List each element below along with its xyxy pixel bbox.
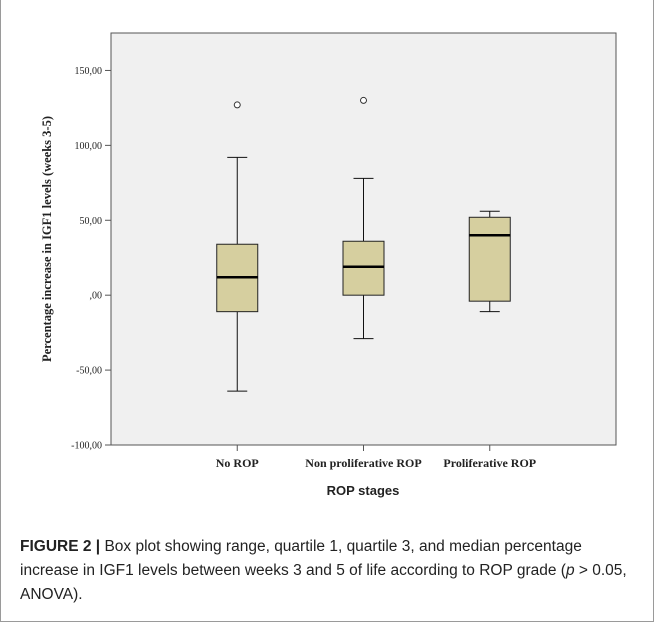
box-group <box>468 210 511 313</box>
caption-text: Box plot showing range, quartile 1, quar… <box>20 538 582 579</box>
y-axis: -100,00 -50,00 ,00 50,00 100,00 150,00 <box>71 66 111 452</box>
caption-lead: FIGURE 2 | <box>20 538 101 555</box>
caption-text-end: > 0.05, ANOVA). <box>20 562 627 603</box>
x-tick-label: No ROP <box>216 456 259 470</box>
iqr-box <box>342 240 385 296</box>
outlier-point <box>233 101 241 109</box>
box-group <box>216 101 259 392</box>
y-tick-label: ,00 <box>90 291 103 302</box>
x-tick-label: Non proliferative ROP <box>305 456 421 470</box>
y-axis-label: Percentage increase in IGF1 levels (week… <box>40 116 54 362</box>
y-tick-label: 150,00 <box>75 66 103 77</box>
outlier-point <box>360 96 367 104</box>
box-plot-chart: -100,00 -50,00 ,00 50,00 100,00 150,00 No ROP… <box>40 32 617 498</box>
iqr-box <box>468 216 511 302</box>
figure-caption: FIGURE 2 | Box plot showing range, quart… <box>20 535 632 607</box>
y-tick-label: -50,00 <box>76 366 102 377</box>
boxes <box>216 96 511 392</box>
x-tick-label: Proliferative ROP <box>443 456 536 470</box>
x-axis: No ROP Non proliferative ROP Proliferative… <box>216 445 536 470</box>
y-tick-label: -100,00 <box>71 441 102 452</box>
y-tick-label: 100,00 <box>75 141 103 152</box>
y-tick-label: 50,00 <box>80 216 103 227</box>
box-group <box>342 96 385 340</box>
caption-p-symbol: p <box>565 562 575 579</box>
x-axis-label: ROP stages <box>327 483 400 498</box>
